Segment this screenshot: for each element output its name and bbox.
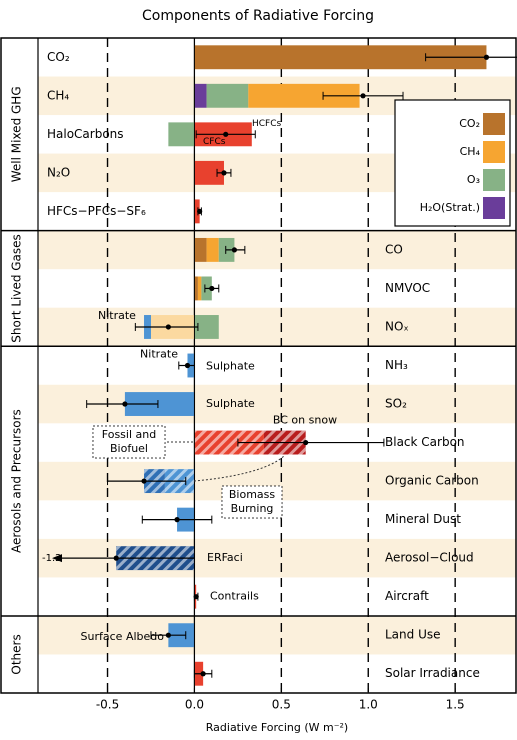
- bar-note: Sulphate: [206, 360, 255, 373]
- row-label: CO: [385, 242, 403, 256]
- legend-label: CO₂: [459, 117, 480, 130]
- foreground: CO₂ CH₄ HaloCarbons HCFCs CFCs N₂O HFCs−PFCs−S…: [0, 37, 517, 712]
- best-estimate: [209, 285, 215, 292]
- bar-segment: [197, 276, 202, 301]
- best-estimate: [197, 208, 203, 214]
- bar-note: Nitrate: [98, 309, 136, 322]
- annotation-text: Fossil and: [102, 428, 156, 441]
- bar-note: Contrails: [210, 590, 259, 603]
- frame: [0, 37, 517, 694]
- row-label: Black Carbon: [385, 435, 465, 449]
- x-tick-label: 0.5: [272, 698, 291, 712]
- bar-segment: [248, 83, 360, 108]
- bar-segment: [194, 83, 207, 108]
- row-label: NOₓ: [385, 319, 409, 333]
- error-arrow: [52, 554, 62, 563]
- best-estimate: [122, 401, 128, 407]
- x-tick-label: 0.0: [185, 698, 204, 712]
- legend-swatch: [483, 113, 505, 135]
- best-estimate: [165, 632, 171, 638]
- row-label: Organic Carbon: [385, 474, 479, 488]
- bar-note: Surface Albedo: [81, 630, 165, 643]
- bar-note: Sulphate: [206, 397, 255, 410]
- x-tick-label: 1.5: [446, 698, 465, 712]
- row-stripe: [38, 615, 516, 655]
- bar-segment: [194, 237, 207, 262]
- group-label: Short Lived Gases: [10, 234, 24, 343]
- row-label: SO₂: [385, 397, 407, 411]
- row-label: HaloCarbons: [47, 127, 124, 141]
- x-tick-label: -0.5: [96, 698, 119, 712]
- bar-segment: [194, 160, 224, 185]
- legend-label: H₂O(Strat.): [420, 201, 480, 214]
- bar-note: BC on snow: [273, 414, 337, 427]
- legend-label: O₃: [467, 173, 480, 186]
- bar-hatch: [194, 430, 264, 455]
- row-label: Mineral Dust: [385, 512, 461, 526]
- legend-swatch: [483, 141, 505, 163]
- legend-swatch: [483, 197, 505, 219]
- annotation-text: Biofuel: [110, 442, 148, 455]
- row-label: Solar Irradiance: [385, 666, 480, 680]
- best-estimate: [360, 93, 366, 99]
- bar-segment: [194, 199, 200, 224]
- row-label: HFCs−PFCs−SF₆: [47, 204, 146, 218]
- annotation-arrow: [193, 454, 286, 482]
- annotation-text: Biomass: [229, 488, 276, 501]
- legend-label: CH₄: [460, 145, 481, 158]
- row-label: NH₃: [385, 358, 408, 372]
- annotation-hatch: [93, 426, 165, 458]
- annotation-hatch: [222, 486, 282, 518]
- bar-segment: [194, 315, 219, 339]
- bar-note: ERFaci: [207, 551, 243, 564]
- group-label: Well Mixed GHG: [10, 86, 24, 182]
- row-label: NMVOC: [385, 281, 430, 295]
- x-tick-label: 1.0: [359, 698, 378, 712]
- row-label: Aircraft: [385, 589, 429, 603]
- row-label: Aerosol−Cloud: [385, 551, 474, 565]
- row-stripe: [38, 307, 516, 347]
- group-label: Others: [10, 634, 24, 674]
- row-label: Land Use: [385, 628, 441, 642]
- best-estimate: [165, 324, 171, 330]
- row-label: N₂O: [47, 165, 70, 179]
- best-estimate: [221, 170, 227, 176]
- row-label: CO₂: [47, 50, 70, 64]
- bar-segment: [194, 276, 198, 301]
- best-estimate: [184, 362, 191, 369]
- annotation-text: Burning: [231, 502, 274, 515]
- bar-note: Nitrate: [140, 348, 178, 361]
- best-estimate: [483, 54, 490, 60]
- bar-segment: [194, 45, 487, 70]
- bar-segment: [124, 392, 195, 416]
- group-label: Aerosols and Precursors: [10, 409, 24, 553]
- best-estimate: [223, 131, 229, 137]
- best-estimate: [200, 671, 206, 677]
- bar-note: HCFCs: [252, 119, 282, 129]
- bar-note: CFCs: [203, 137, 226, 147]
- best-estimate: [303, 439, 309, 446]
- chart-title: Components of Radiative Forcing: [142, 8, 374, 24]
- row-stripe: [38, 230, 516, 270]
- best-estimate: [141, 478, 147, 484]
- bar-segment: [168, 122, 195, 147]
- bar-segment: [206, 83, 249, 108]
- best-estimate: [174, 517, 180, 523]
- bar-note: -1.2: [42, 553, 62, 564]
- legend-swatch: [483, 169, 505, 191]
- best-estimate: [113, 555, 119, 561]
- bar-segment: [206, 237, 219, 262]
- x-axis-label: Radiative Forcing (W m⁻²): [206, 721, 348, 734]
- best-estimate: [231, 247, 238, 253]
- row-label: CH₄: [47, 88, 69, 102]
